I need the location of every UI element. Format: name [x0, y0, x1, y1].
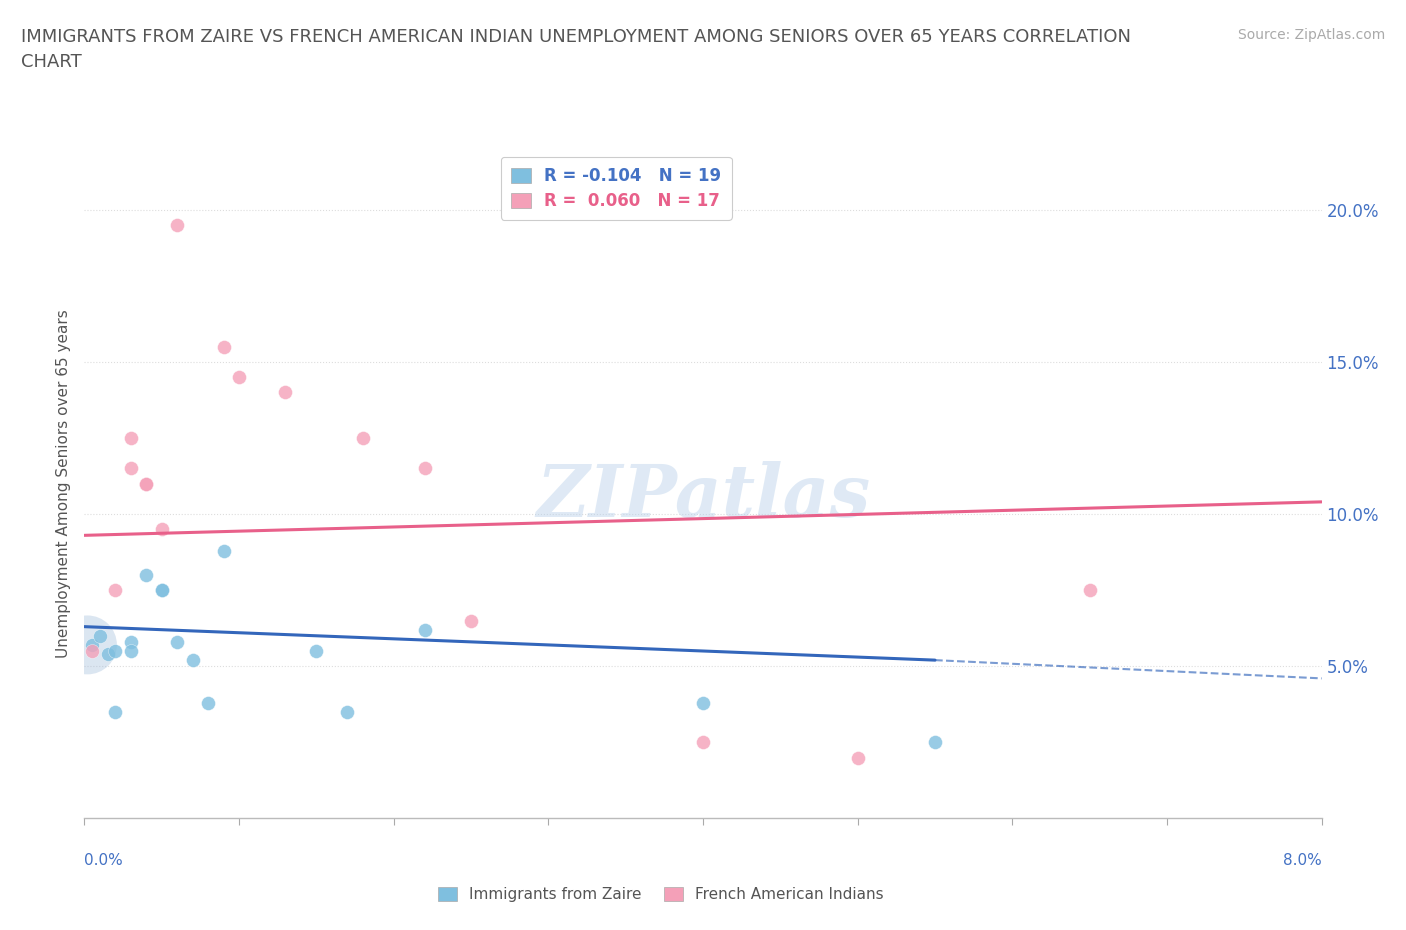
Point	[692, 696, 714, 711]
Point	[460, 613, 482, 628]
Point	[352, 431, 374, 445]
Point	[692, 735, 714, 750]
Text: 0.0%: 0.0%	[84, 853, 124, 868]
Point	[120, 644, 142, 658]
Point	[104, 644, 127, 658]
Point	[305, 644, 328, 658]
Point	[76, 637, 98, 652]
Point	[197, 696, 219, 711]
Point	[120, 461, 142, 476]
Point	[1078, 583, 1101, 598]
Point	[89, 629, 111, 644]
Point	[336, 704, 359, 719]
Point	[166, 634, 188, 649]
Point	[82, 644, 104, 658]
Text: 8.0%: 8.0%	[1282, 853, 1322, 868]
Point	[846, 751, 869, 765]
Text: Source: ZipAtlas.com: Source: ZipAtlas.com	[1237, 28, 1385, 42]
Legend: Immigrants from Zaire, French American Indians: Immigrants from Zaire, French American I…	[432, 881, 890, 909]
Point	[135, 476, 157, 491]
Point	[150, 583, 173, 598]
Point	[413, 461, 436, 476]
Point	[150, 522, 173, 537]
Point	[82, 637, 104, 652]
Point	[135, 476, 157, 491]
Point	[120, 634, 142, 649]
Point	[104, 704, 127, 719]
Point	[924, 735, 946, 750]
Point	[274, 385, 297, 400]
Point	[120, 431, 142, 445]
Point	[104, 583, 127, 598]
Y-axis label: Unemployment Among Seniors over 65 years: Unemployment Among Seniors over 65 years	[56, 310, 72, 658]
Text: ZIPatlas: ZIPatlas	[536, 461, 870, 533]
Point	[96, 646, 120, 661]
Point	[166, 218, 188, 232]
Legend: R = -0.104   N = 19, R =  0.060   N = 17: R = -0.104 N = 19, R = 0.060 N = 17	[501, 157, 731, 219]
Point	[212, 339, 235, 354]
Text: IMMIGRANTS FROM ZAIRE VS FRENCH AMERICAN INDIAN UNEMPLOYMENT AMONG SENIORS OVER : IMMIGRANTS FROM ZAIRE VS FRENCH AMERICAN…	[21, 28, 1130, 71]
Point	[212, 543, 235, 558]
Point	[150, 583, 173, 598]
Point	[413, 622, 436, 637]
Point	[135, 567, 157, 582]
Point	[181, 653, 204, 668]
Point	[228, 369, 250, 384]
